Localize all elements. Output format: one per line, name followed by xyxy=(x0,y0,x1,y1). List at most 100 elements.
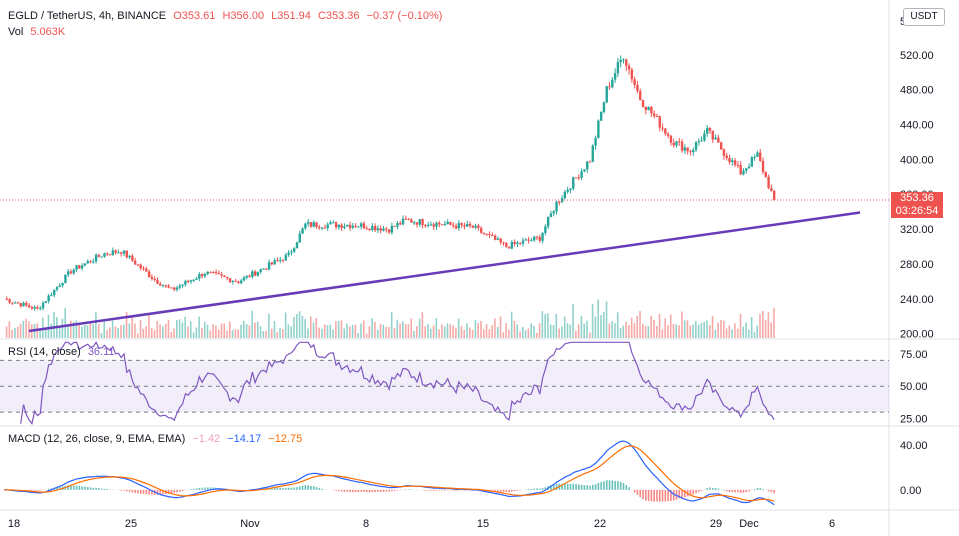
volume-bar xyxy=(764,320,767,338)
candle-body xyxy=(558,201,561,203)
volume-bar xyxy=(81,326,83,338)
candle-body xyxy=(159,283,162,286)
volume-bar xyxy=(362,320,365,338)
volume-bar xyxy=(460,326,463,338)
macd-histogram-bar xyxy=(36,489,39,491)
volume-bar xyxy=(237,329,239,338)
candle-body xyxy=(725,155,728,158)
candle-body xyxy=(731,160,734,163)
candle-body xyxy=(80,265,84,269)
candle-body xyxy=(602,102,606,112)
candle-body xyxy=(697,141,701,143)
macd-histogram-bar xyxy=(377,489,379,492)
candle-body xyxy=(245,275,248,278)
volume-bar xyxy=(390,311,393,338)
candle-body xyxy=(703,133,706,141)
candle-body xyxy=(306,222,310,224)
volume-bar xyxy=(441,324,443,338)
candle-body xyxy=(443,224,447,226)
volume-bar xyxy=(471,330,474,338)
macd-histogram-bar xyxy=(209,487,212,490)
volume-bar xyxy=(215,325,217,338)
last-price-label: 353.36 xyxy=(891,192,943,205)
volume-bar xyxy=(19,323,22,338)
volume-bar xyxy=(72,322,75,338)
volume-bar xyxy=(309,316,312,338)
macd-histogram-bar xyxy=(31,489,33,491)
candle-body xyxy=(181,284,184,286)
macd-histogram-bar xyxy=(678,489,681,499)
macd-histogram-bar xyxy=(460,489,463,491)
candle-body xyxy=(541,232,544,241)
candle-body xyxy=(379,228,382,231)
volume-bar xyxy=(427,324,429,338)
volume-bar xyxy=(541,311,544,338)
candle-body xyxy=(560,198,564,202)
volume-bar xyxy=(14,327,16,338)
candle-body xyxy=(106,253,109,255)
candle-body xyxy=(457,223,461,229)
volume-bar xyxy=(689,325,692,338)
volume-bar xyxy=(739,314,742,338)
macd-histogram-bar xyxy=(575,483,577,490)
macd-histogram-bar xyxy=(285,487,287,490)
candle-body xyxy=(131,255,134,261)
macd-histogram-bar xyxy=(352,489,354,493)
macd-histogram-bar xyxy=(379,489,382,493)
volume-bar xyxy=(594,316,597,338)
macd-histogram-bar xyxy=(47,488,50,490)
macd-histogram-bar xyxy=(502,489,505,492)
volume-bar xyxy=(315,317,318,338)
volume-bar xyxy=(630,317,633,338)
macd-histogram-bar xyxy=(656,489,658,502)
volume-bar xyxy=(120,325,122,338)
volume-bar xyxy=(605,301,608,338)
candle-body xyxy=(664,128,667,134)
candle-body xyxy=(209,271,212,273)
macd-histogram-bar xyxy=(137,489,139,494)
candle-body xyxy=(714,137,717,140)
macd-histogram-bar xyxy=(307,485,309,490)
currency-button[interactable]: USDT xyxy=(903,8,945,26)
candle-body xyxy=(639,91,642,101)
candle-body xyxy=(203,274,207,277)
candle-body xyxy=(320,227,324,229)
price-tick-label: 280.00 xyxy=(900,259,934,271)
volume-bar xyxy=(672,323,675,338)
macd-histogram-bar xyxy=(371,489,374,492)
candle-body xyxy=(89,261,92,263)
candle-body xyxy=(362,223,366,229)
candle-body xyxy=(452,224,455,226)
time-tick-label: 6 xyxy=(829,518,835,530)
volume-bar xyxy=(86,325,89,338)
volume-bar xyxy=(153,330,156,338)
candle-body xyxy=(463,225,466,227)
volume-bar xyxy=(496,327,499,338)
volume-bar xyxy=(58,325,61,338)
macd-histogram-bar xyxy=(427,489,429,491)
volume-bar xyxy=(83,324,86,338)
volume-bar xyxy=(371,318,373,338)
candle-body xyxy=(563,191,567,199)
macd-histogram-bar xyxy=(494,489,496,492)
volume-bar xyxy=(647,326,650,338)
macd-histogram-bar xyxy=(672,489,675,501)
volume-bar xyxy=(734,323,736,338)
ohlc-header: EGLD / TetherUS, 4h, BINANCE O353.61 H35… xyxy=(8,10,446,22)
volume-bar xyxy=(580,315,583,338)
volume-bar xyxy=(661,329,664,338)
volume-bar xyxy=(170,332,173,338)
candle-body xyxy=(675,141,678,146)
candle-body xyxy=(354,225,357,227)
candle-body xyxy=(753,156,756,158)
volume-bar xyxy=(42,317,44,338)
candle-body xyxy=(120,252,123,254)
volume-bar xyxy=(577,324,580,338)
rsi-tick-label: 75.00 xyxy=(900,349,928,361)
candle-body xyxy=(491,234,494,236)
volume-value: 5.063K xyxy=(30,26,66,38)
volume-bar xyxy=(290,326,293,338)
volume-bar xyxy=(321,328,323,338)
candle-body xyxy=(574,177,578,179)
